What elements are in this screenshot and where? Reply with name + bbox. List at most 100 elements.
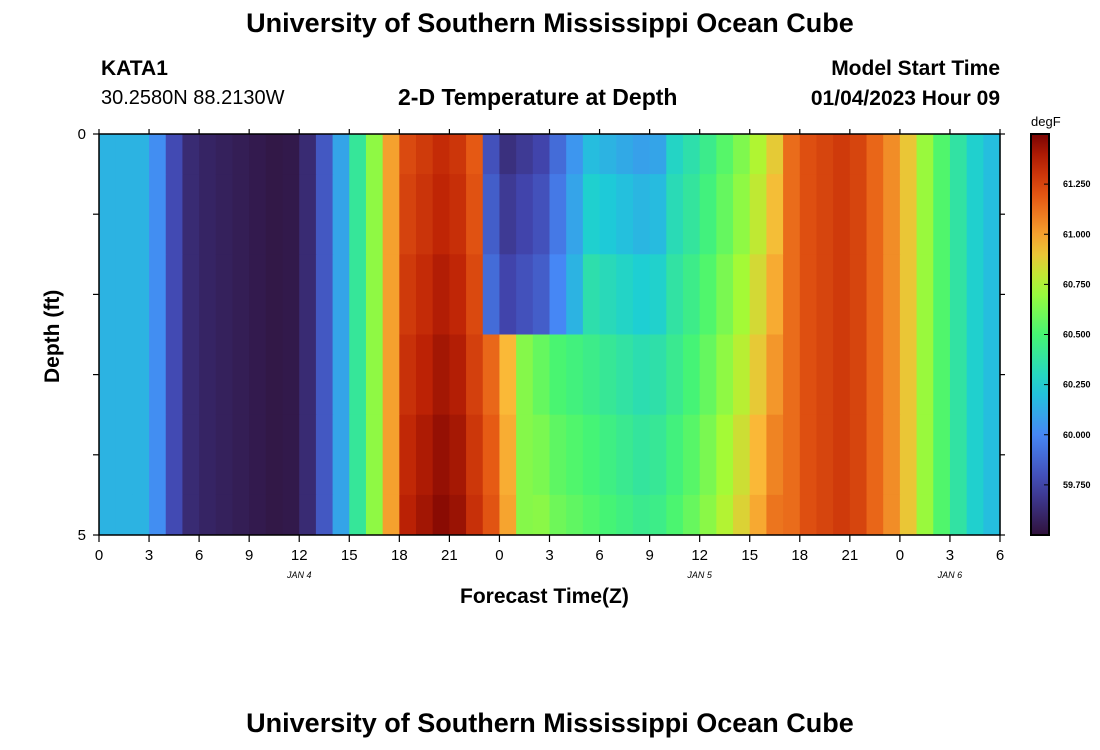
heatmap-cell (733, 334, 751, 416)
heatmap-cell (449, 414, 467, 496)
heatmap-cell (516, 334, 534, 416)
heatmap-cell (466, 334, 484, 416)
heatmap-cell (232, 254, 250, 335)
heatmap-cell (682, 334, 701, 416)
heatmap-cell (332, 174, 350, 255)
heatmap-cell (249, 494, 267, 536)
heatmap-cell (799, 254, 818, 335)
heatmap-cell (215, 174, 234, 255)
heatmap-cell (115, 134, 133, 175)
heatmap-cell (666, 174, 684, 255)
heatmap-cell (432, 494, 450, 536)
x-tick-label: 18 (791, 547, 808, 564)
heatmap-cell (766, 414, 784, 496)
x-tick-label: 15 (741, 547, 758, 564)
heatmap-cell (682, 254, 701, 335)
heatmap-cell (649, 494, 667, 536)
heatmap-cell (432, 414, 450, 496)
heatmap-cell (766, 254, 784, 335)
heatmap-cell (866, 414, 884, 496)
heatmap-cell (182, 134, 200, 175)
heatmap-cell (482, 254, 501, 335)
heatmap-cell (716, 414, 734, 496)
heatmap-cell (566, 174, 584, 255)
heatmap-cell (682, 134, 701, 175)
heatmap-cell (282, 254, 300, 335)
colorbar-tick-label: 60.250 (1063, 380, 1091, 390)
heatmap-cell (532, 254, 551, 335)
heatmap-cell (432, 174, 450, 255)
heatmap-cell (482, 414, 501, 496)
x-tick-label: 0 (495, 547, 503, 564)
page-title: University of Southern Mississippi Ocean… (246, 8, 854, 38)
heatmap-cell (682, 174, 701, 255)
heatmap-cell (616, 174, 634, 255)
heatmap-cell (99, 174, 117, 255)
heatmap-cell (649, 254, 667, 335)
heatmap-cell (749, 174, 768, 255)
heatmap-cell (949, 334, 968, 416)
heatmap-cell (883, 494, 901, 536)
heatmap-cell (349, 414, 367, 496)
heatmap-cell (482, 134, 501, 175)
x-tick-label: 0 (896, 547, 904, 564)
heatmap-cell (616, 134, 634, 175)
heatmap-cell (199, 334, 217, 416)
heatmap-cell (182, 494, 200, 536)
heatmap-cell (783, 134, 801, 175)
heatmap-cell (482, 494, 501, 536)
heatmap-cell (682, 494, 701, 536)
heatmap-cell (566, 494, 584, 536)
heatmap-cell (599, 254, 617, 335)
heatmap-cell (849, 414, 868, 496)
heatmap-cell (783, 414, 801, 496)
x-axis-label: Forecast Time(Z) (460, 585, 629, 608)
heatmap-cell (632, 414, 651, 496)
heatmap-cell (632, 334, 651, 416)
x-tick-label: 6 (595, 547, 603, 564)
heatmap-cell (866, 254, 884, 335)
heatmap-cell (699, 134, 717, 175)
heatmap-cell (949, 134, 968, 175)
heatmap-cell (99, 134, 117, 175)
x-tick-label: 9 (245, 547, 253, 564)
heatmap-cell (733, 134, 751, 175)
heatmap-cell (315, 254, 334, 335)
heatmap-cell (199, 174, 217, 255)
heatmap-cell (833, 174, 851, 255)
heatmap-cell (933, 254, 951, 335)
heatmap-cell (949, 174, 968, 255)
heatmap-cell (265, 134, 284, 175)
heatmap-cell (199, 494, 217, 536)
heatmap-cell (215, 414, 234, 496)
heatmap-cell (482, 174, 501, 255)
heatmap-cell (449, 494, 467, 536)
heatmap-cell (733, 414, 751, 496)
heatmap-cell (349, 174, 367, 255)
heatmap-cell (549, 414, 567, 496)
heatmap-cell (716, 334, 734, 416)
heatmap-cell (816, 134, 834, 175)
heatmap-cell (582, 254, 601, 335)
heatmap-cell (816, 174, 834, 255)
heatmap-cell (215, 254, 234, 335)
heatmap-cell (599, 494, 617, 536)
heatmap-cell (949, 494, 968, 536)
heatmap-cell (416, 174, 434, 255)
heatmap-cell (566, 134, 584, 175)
heatmap-cell (165, 334, 184, 416)
heatmap-cell (649, 334, 667, 416)
heatmap-cell (466, 174, 484, 255)
heatmap-cell (315, 494, 334, 536)
heatmap-cell (399, 334, 417, 416)
heatmap-cell (232, 174, 250, 255)
heatmap-cell (382, 414, 400, 496)
heatmap-cell (432, 334, 450, 416)
heatmap-cell (399, 134, 417, 175)
x-tick-label: 12 (691, 547, 708, 564)
heatmap-cell (532, 334, 551, 416)
heatmap-cell (582, 494, 601, 536)
heatmap-cell (599, 414, 617, 496)
heatmap-cell (983, 174, 1001, 255)
